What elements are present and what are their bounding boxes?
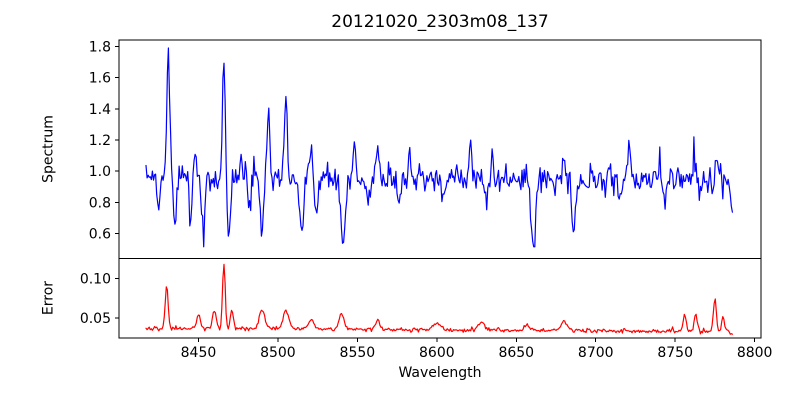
y-tick-label: 1.6 <box>89 71 111 87</box>
x-tick-label: 8550 <box>340 345 376 361</box>
y-tick-label: 1.8 <box>89 39 111 55</box>
x-tick-label: 8750 <box>657 345 693 361</box>
y-tick-label: 1.4 <box>89 102 111 118</box>
y-tick-label: 0.6 <box>89 227 111 243</box>
x-tick-label: 8700 <box>578 345 614 361</box>
x-tick-label: 8600 <box>419 345 455 361</box>
error-panel-frame <box>118 258 762 339</box>
spectrum-panel-frame <box>118 39 762 259</box>
y-tick-label: 0.8 <box>89 195 111 211</box>
x-tick-label: 8800 <box>737 345 773 361</box>
y-tick-label: 0.10 <box>80 272 111 288</box>
wavelength-axis-label: Wavelength <box>398 365 482 381</box>
x-tick-label: 8650 <box>498 345 534 361</box>
error-line <box>145 263 734 335</box>
y-tick-label: 0.05 <box>80 311 111 327</box>
spectrum-line <box>145 47 734 248</box>
x-tick-label: 8450 <box>181 345 217 361</box>
chart-title: 20121020_2303m08_137 <box>331 12 549 32</box>
y-tick-label: 1.0 <box>89 164 111 180</box>
x-tick-label: 8500 <box>260 345 296 361</box>
y-tick-label: 1.2 <box>89 133 111 149</box>
